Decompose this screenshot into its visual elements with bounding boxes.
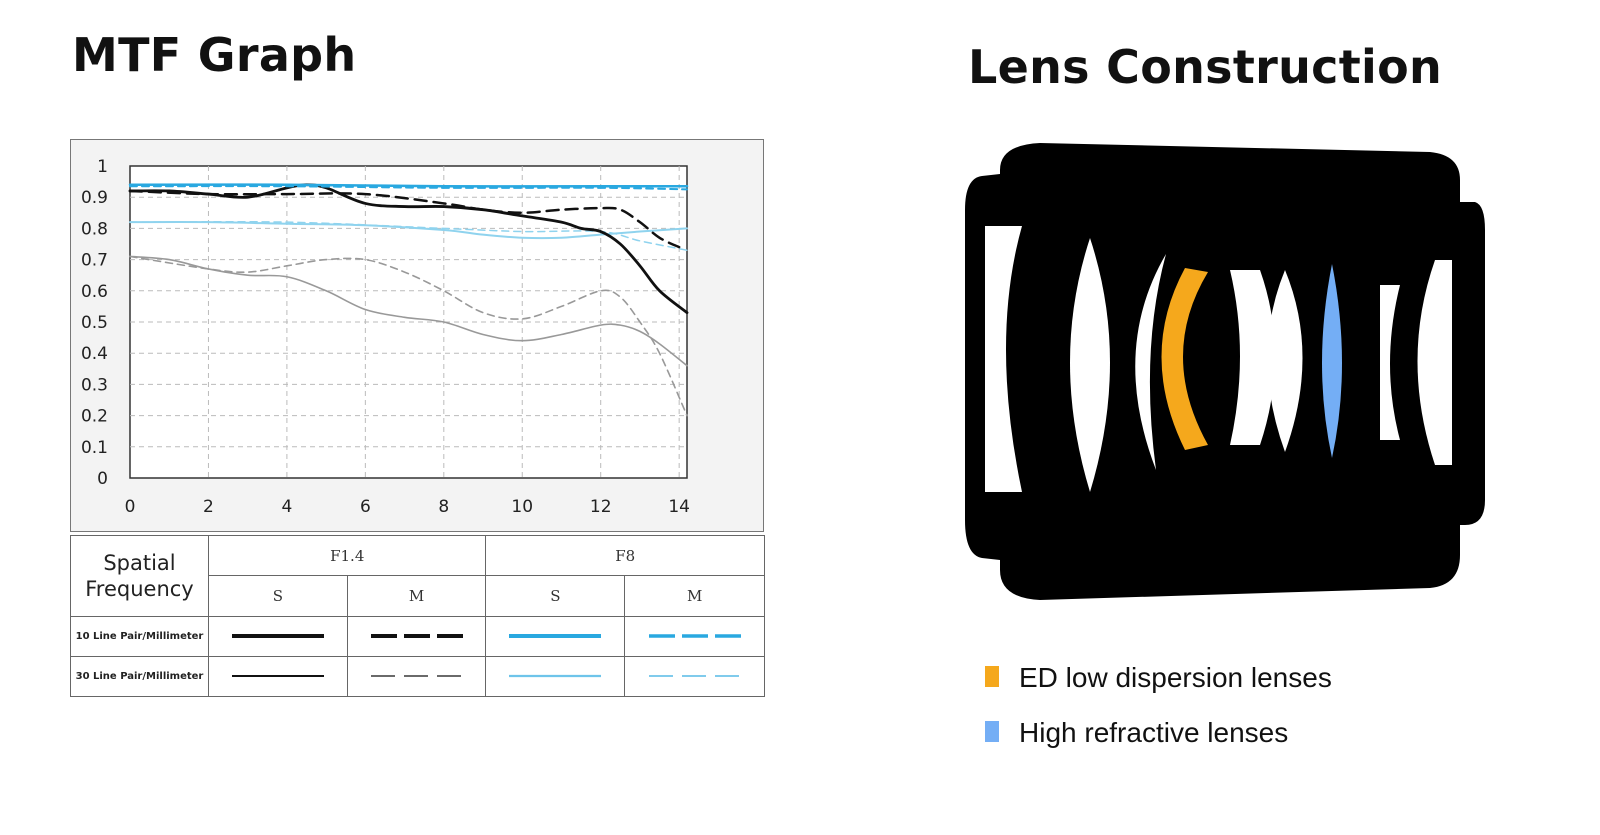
- legend-sample-f8-m-30: [624, 655, 765, 698]
- x-tick-label: 0: [125, 497, 136, 517]
- series-line: [128, 183, 689, 315]
- lens-element: [1070, 238, 1110, 492]
- y-tick-label: 0.8: [81, 219, 108, 239]
- mtf-chart-frame: 0 0.1 0.2 0.3 0.4 0.5 0.6 0.7 0.8 0.9 1 0 2 4 6 8 10 12 14: [70, 139, 764, 532]
- y-tick-label: 0.4: [81, 344, 108, 364]
- lens-elements: [985, 226, 1452, 492]
- lens-construction-title: Lens Construction: [968, 40, 1443, 94]
- y-tick-label: 0.2: [81, 407, 108, 427]
- y-tick-label: 0.3: [81, 375, 108, 395]
- high-refractive-lens-element: [1322, 264, 1342, 458]
- legend-sample-f8-s-10: [485, 615, 626, 657]
- legend-label-ed: ED low dispersion lenses: [1019, 662, 1332, 693]
- legend-item-high-refractive: High refractive lenses: [985, 717, 1288, 749]
- mtf-legend-table: Spatial Frequency F1.4 F8 S M S M 10 Lin…: [70, 534, 765, 698]
- direction-header: M: [346, 575, 487, 617]
- direction-header: M: [624, 575, 765, 617]
- legend-sample-f14-m-30: [346, 655, 487, 698]
- direction-header: S: [207, 575, 348, 617]
- legend-item-ed: ED low dispersion lenses: [985, 662, 1332, 694]
- x-tick-label: 4: [281, 497, 292, 517]
- y-tick-label: 0.9: [81, 188, 108, 208]
- x-tick-label: 6: [360, 497, 371, 517]
- series-line: [129, 255, 688, 417]
- ed-lens-element: [1161, 268, 1208, 450]
- lens-construction-diagram: [965, 143, 1485, 600]
- x-tick-label: 12: [590, 497, 612, 517]
- lens-element: [1230, 270, 1275, 445]
- lens-element: [1380, 285, 1400, 440]
- lens-element: [1135, 254, 1166, 470]
- direction-header: S: [485, 575, 626, 617]
- series-line: [128, 189, 681, 249]
- ed-swatch-icon: [985, 666, 999, 688]
- x-tick-label: 2: [203, 497, 214, 517]
- y-tick-label: 0.7: [81, 251, 108, 271]
- x-tick-label: 14: [668, 497, 690, 517]
- y-tick-label: 0.1: [81, 438, 108, 458]
- y-tick-label: 0.6: [81, 282, 108, 302]
- high-refractive-swatch-icon: [985, 721, 999, 743]
- y-tick-label: 0: [97, 469, 108, 489]
- series-line: [129, 255, 688, 367]
- legend-sample-f8-m-10: [624, 615, 765, 657]
- series-line: [129, 220, 688, 251]
- aperture-f8-header: F8: [485, 534, 765, 577]
- x-tick-label: 10: [511, 497, 533, 517]
- spatial-frequency-header: Spatial Frequency: [70, 535, 209, 617]
- series-line: [128, 183, 689, 188]
- legend-label-high-refractive: High refractive lenses: [1019, 717, 1289, 748]
- legend-sample-f14-m-10: [346, 615, 487, 657]
- legend-sample-f14-s-10: [207, 615, 348, 657]
- lens-barrel: [965, 143, 1485, 600]
- front-lens-element: [985, 226, 1022, 492]
- legend-sample-f14-s-30: [207, 655, 348, 698]
- mtf-chart: 00.10.20.30.40.50.60.70.80.910 2 4 6 8 10 12 14: [81, 157, 690, 517]
- legend-sample-f8-s-30: [485, 655, 626, 698]
- series-line: [129, 185, 688, 191]
- y-tick-label: 0.5: [81, 313, 108, 333]
- aperture-f14-header: F1.4: [207, 534, 487, 577]
- rear-lens-element: [1417, 260, 1452, 465]
- y-tick-label: 1: [97, 157, 108, 177]
- mtf-graph-title: MTF Graph: [72, 28, 357, 82]
- x-tick-label: 8: [438, 497, 449, 517]
- frequency-row-label: 30 Line Pair/Millimeter: [70, 655, 209, 698]
- frequency-row-label: 10 Line Pair/Millimeter: [70, 615, 209, 657]
- lens-element: [1267, 270, 1303, 452]
